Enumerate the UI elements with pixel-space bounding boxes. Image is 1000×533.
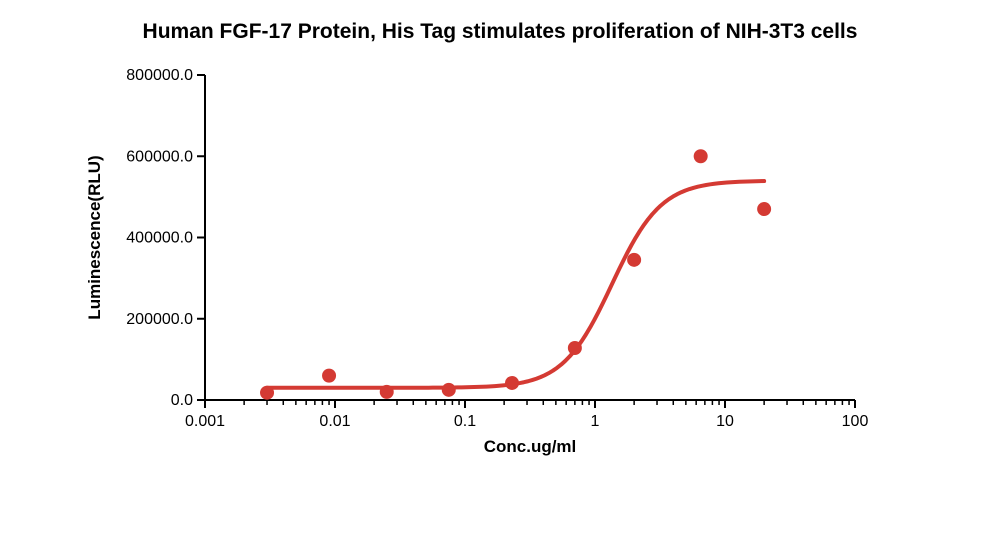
y-axis-label: Luminescence(RLU) [85, 155, 104, 319]
scatter-point [322, 369, 336, 383]
x-tick-label: 0.1 [454, 413, 476, 430]
y-tick-label: 400000.0 [126, 230, 193, 247]
scatter-point [568, 341, 582, 355]
dose-response-chart: 0.0 200000.0 400000.0 600000.0 800000.0 0.00… [75, 55, 925, 510]
x-tick-label: 100 [842, 413, 869, 430]
x-axis-label: Conc.ug/ml [484, 437, 577, 456]
y-tick-label: 0.0 [171, 392, 193, 409]
x-tick-label: 1 [591, 413, 600, 430]
scatter-point [380, 385, 394, 399]
scatter-point [442, 383, 456, 397]
scatter-point [260, 386, 274, 400]
scatter-point [627, 253, 641, 267]
x-tick-label: 0.01 [319, 413, 350, 430]
scatter-point [505, 376, 519, 390]
y-tick-label: 200000.0 [126, 311, 193, 328]
y-tick-label: 600000.0 [126, 148, 193, 165]
y-tick-label: 800000.0 [126, 67, 193, 84]
scatter-point [757, 202, 771, 216]
x-tick-label: 0.001 [185, 413, 225, 430]
scatter-point [694, 149, 708, 163]
x-tick-label: 10 [716, 413, 734, 430]
fit-curve [267, 181, 764, 388]
chart-title: Human FGF-17 Protein, His Tag stimulates… [0, 20, 1000, 44]
